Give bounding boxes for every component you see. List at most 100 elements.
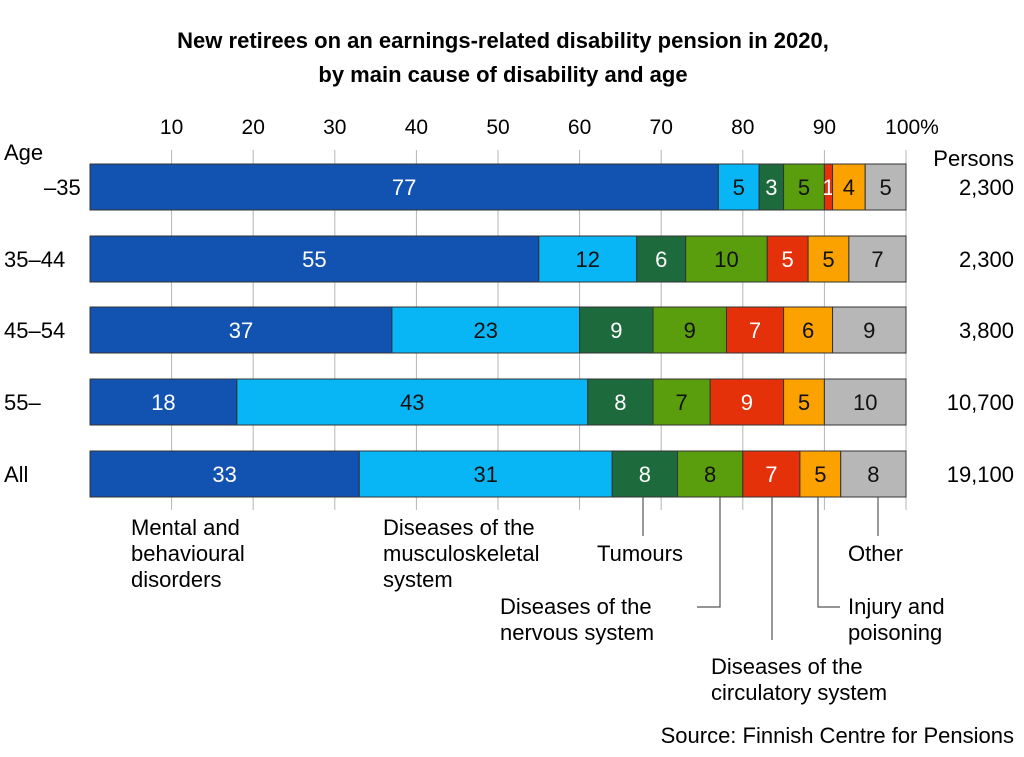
legend-label-musculoskeletal: Diseases of the <box>383 515 535 540</box>
age-group-labels: –35 35–44 45–54 55– All <box>4 175 81 487</box>
leader-line <box>817 497 840 608</box>
bar-value-label: 10 <box>714 247 738 272</box>
x-tick-label: 20 <box>242 116 265 139</box>
bar-value-label: 37 <box>229 318 253 343</box>
legend-label-mental-disorders: disorders <box>131 567 221 592</box>
persons-value: 10,700 <box>947 390 1014 415</box>
bar-segment <box>742 450 801 498</box>
bar-value-label: 12 <box>576 247 600 272</box>
bar-value-label: 5 <box>782 247 794 272</box>
bar-value-label: 10 <box>853 390 877 415</box>
bar-value-label: 18 <box>151 390 175 415</box>
bar-segment <box>236 378 589 426</box>
legend-label-nervous-system: nervous system <box>500 620 654 645</box>
bar-value-label: 33 <box>212 462 236 487</box>
bar-value-label: 9 <box>684 318 696 343</box>
bar-segment <box>807 235 850 283</box>
bar-segment <box>766 235 809 283</box>
bar-value-label: 5 <box>879 175 891 200</box>
bar-segment <box>783 306 834 354</box>
persons-value: 2,300 <box>959 247 1014 272</box>
bar-segment <box>358 450 613 498</box>
legend-label-mental-disorders: behavioural <box>131 541 245 566</box>
bar-value-label: 3 <box>765 175 777 200</box>
source-note: Source: Finnish Centre for Pensions <box>661 723 1014 748</box>
bar-value-label: 31 <box>474 462 498 487</box>
bar-segment <box>89 450 360 498</box>
legend-label-injury-poisoning: Injury and <box>848 594 945 619</box>
bar-value-label: 77 <box>392 175 416 200</box>
bar-value-label: 5 <box>814 462 826 487</box>
legend-label-circulatory-system: Diseases of the <box>711 654 863 679</box>
bar-segment <box>677 450 744 498</box>
bar-segment <box>783 163 825 211</box>
bar-segment <box>685 235 768 283</box>
bar-value-label: 23 <box>474 318 498 343</box>
age-group-label: –35 <box>44 175 81 200</box>
bar-segment <box>717 163 760 211</box>
bar-value-label: 8 <box>639 462 651 487</box>
x-tick-label: 50 <box>486 116 509 139</box>
bar-segment <box>864 163 907 211</box>
bar-segment <box>587 378 654 426</box>
bar-value-label: 8 <box>704 462 716 487</box>
bar-value-label: 7 <box>675 390 687 415</box>
bar-value-label: 9 <box>610 318 622 343</box>
bar-segment <box>89 306 393 354</box>
bar-value-label: 6 <box>655 247 667 272</box>
persons-value: 19,100 <box>947 462 1014 487</box>
chart-title-line-1: New retirees on an earnings-related disa… <box>177 28 829 53</box>
bar-value-label: 8 <box>614 390 626 415</box>
legend-label-mental-disorders: Mental and <box>131 515 240 540</box>
age-group-label: 45–54 <box>4 318 65 343</box>
bar-value-label: 6 <box>802 318 814 343</box>
bar-value-label: 5 <box>798 390 810 415</box>
bar-segment <box>832 163 866 211</box>
x-tick-label: 40 <box>405 116 428 139</box>
x-tick-label: 10 <box>160 116 183 139</box>
x-tick-label: 90 <box>813 116 836 139</box>
bar-segment <box>832 306 907 354</box>
bar-segment <box>709 378 785 426</box>
legend-label-nervous-system: Diseases of the <box>500 594 652 619</box>
legend-label-other: Other <box>848 541 903 566</box>
bar-segment <box>538 235 638 283</box>
bar-value-label: 9 <box>863 318 875 343</box>
x-tick-label: 80 <box>731 116 754 139</box>
persons-value: 2,300 <box>959 175 1014 200</box>
age-axis-label: Age <box>4 140 43 165</box>
bar-value-label: 55 <box>302 247 326 272</box>
bar-value-label: 5 <box>822 247 834 272</box>
bar-segment <box>652 378 711 426</box>
bar-value-label: 5 <box>733 175 745 200</box>
bar-segment <box>89 378 238 426</box>
bar-segment <box>89 235 540 283</box>
legend-label-tumours: Tumours <box>597 541 683 566</box>
bar-segment <box>823 378 907 426</box>
persons-value: 3,800 <box>959 318 1014 343</box>
x-tick-label: 60 <box>568 116 591 139</box>
persons-values: 2,300 2,300 3,800 10,700 19,100 <box>947 175 1014 487</box>
persons-column-label: Persons <box>933 146 1014 171</box>
bar-segment <box>848 235 907 283</box>
bar-value-label: 7 <box>871 247 883 272</box>
x-tick-label: 100% <box>885 116 939 139</box>
bar-segment <box>758 163 785 211</box>
bar-value-label: 9 <box>741 390 753 415</box>
bar-value-label: 7 <box>765 462 777 487</box>
x-tick-label: 70 <box>650 116 673 139</box>
bar-value-label: 5 <box>798 175 810 200</box>
bar-segment <box>652 306 727 354</box>
x-axis-tick-labels: 10 20 30 40 50 60 70 80 90 100% <box>160 116 939 139</box>
bar-value-label: 7 <box>749 318 761 343</box>
age-group-label: All <box>4 462 28 487</box>
bar-segment <box>391 306 581 354</box>
bar-segment <box>840 450 907 498</box>
bar-value-label: 43 <box>400 390 424 415</box>
leader-line <box>697 497 721 608</box>
legend-label-circulatory-system: circulatory system <box>711 680 887 705</box>
legend-label-injury-poisoning: poisoning <box>848 620 942 645</box>
age-group-label: 55– <box>4 390 41 415</box>
